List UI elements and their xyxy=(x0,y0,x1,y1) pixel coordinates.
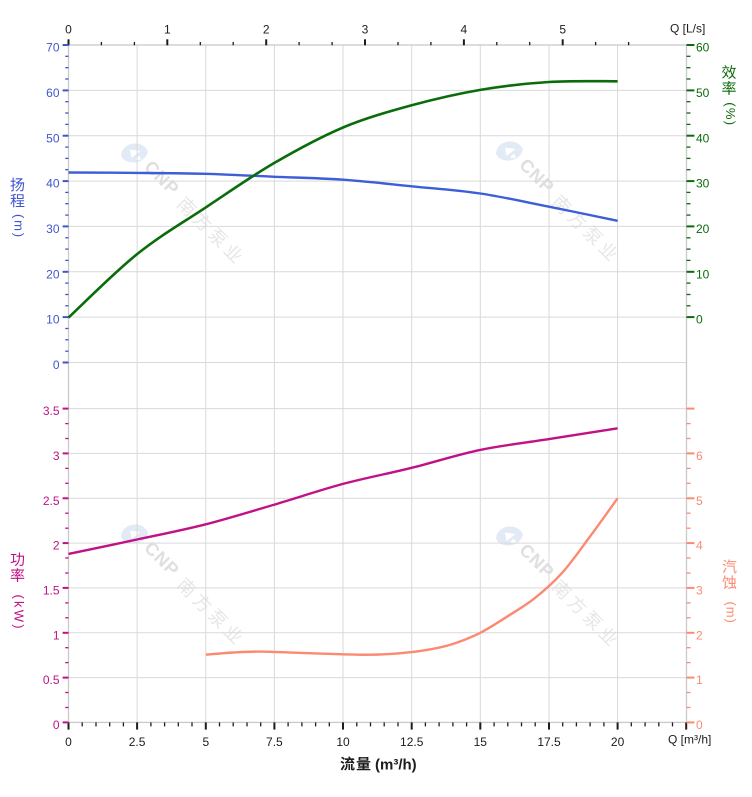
svg-text:0: 0 xyxy=(53,358,60,372)
svg-text:30: 30 xyxy=(46,222,60,236)
svg-text:0: 0 xyxy=(53,718,60,732)
svg-text:17.5: 17.5 xyxy=(537,735,561,749)
svg-text:5: 5 xyxy=(202,735,209,749)
svg-text:5: 5 xyxy=(559,22,566,36)
svg-text:0: 0 xyxy=(65,22,72,36)
svg-text:(m): (m) xyxy=(11,214,26,239)
svg-text:1: 1 xyxy=(164,22,171,36)
svg-text:20: 20 xyxy=(611,735,625,749)
svg-text:2.5: 2.5 xyxy=(129,735,146,749)
svg-text:4: 4 xyxy=(461,22,468,36)
svg-text:20: 20 xyxy=(696,222,710,236)
svg-text:0: 0 xyxy=(696,718,703,732)
svg-text:1: 1 xyxy=(53,628,60,642)
svg-text:12.5: 12.5 xyxy=(400,735,424,749)
svg-text:0: 0 xyxy=(696,313,703,327)
svg-text:(kW): (kW) xyxy=(11,595,26,631)
svg-text:10: 10 xyxy=(696,267,710,281)
svg-text:40: 40 xyxy=(696,131,710,145)
svg-text:50: 50 xyxy=(46,131,60,145)
svg-text:50: 50 xyxy=(696,86,710,100)
svg-text:3: 3 xyxy=(53,449,60,463)
svg-text:3: 3 xyxy=(362,22,369,36)
svg-text:15: 15 xyxy=(474,735,488,749)
svg-text:2: 2 xyxy=(263,22,270,36)
svg-text:(%): (%) xyxy=(723,102,738,126)
svg-text:5: 5 xyxy=(696,494,703,508)
svg-text:3: 3 xyxy=(696,584,703,598)
svg-text:0.5: 0.5 xyxy=(43,673,60,687)
svg-text:60: 60 xyxy=(696,41,710,55)
svg-text:Q [L/s]: Q [L/s] xyxy=(670,21,705,35)
svg-text:10: 10 xyxy=(336,735,350,749)
svg-text:4: 4 xyxy=(696,539,703,553)
svg-text:0: 0 xyxy=(65,735,72,749)
svg-text:1: 1 xyxy=(696,673,703,687)
svg-text:2: 2 xyxy=(696,628,703,642)
svg-text:70: 70 xyxy=(46,41,60,55)
svg-text:(m): (m) xyxy=(723,602,738,624)
svg-text:60: 60 xyxy=(46,86,60,100)
svg-text:10: 10 xyxy=(46,313,60,327)
svg-text:20: 20 xyxy=(46,267,60,281)
svg-text:1.5: 1.5 xyxy=(43,584,60,598)
svg-text:2: 2 xyxy=(53,539,60,553)
svg-text:Q [m³/h]: Q [m³/h] xyxy=(668,732,711,746)
svg-text:3.5: 3.5 xyxy=(43,404,60,418)
svg-text:40: 40 xyxy=(46,177,60,191)
svg-text:2.5: 2.5 xyxy=(43,494,60,508)
svg-text:7.5: 7.5 xyxy=(266,735,283,749)
svg-text:(m³/h): (m³/h) xyxy=(375,756,417,773)
svg-text:6: 6 xyxy=(696,449,703,463)
svg-text:30: 30 xyxy=(696,177,710,191)
